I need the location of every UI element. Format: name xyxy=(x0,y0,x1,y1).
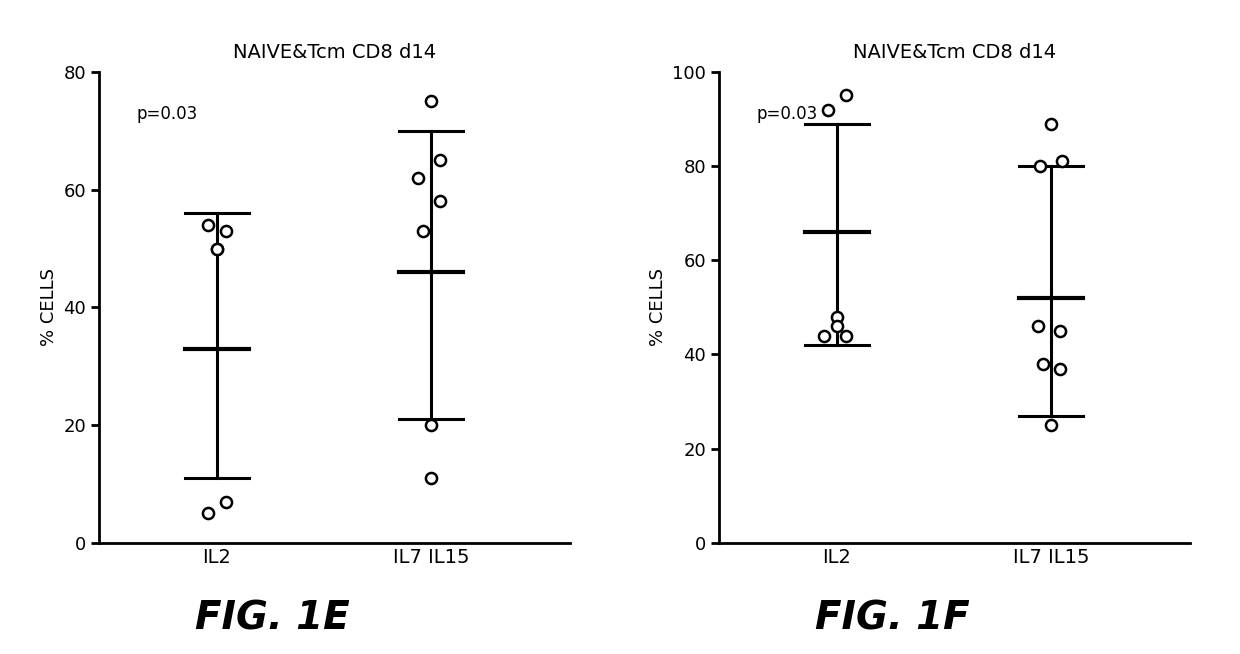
Y-axis label: % CELLS: % CELLS xyxy=(649,268,667,347)
Text: FIG. 1E: FIG. 1E xyxy=(196,599,350,637)
Text: p=0.03: p=0.03 xyxy=(756,105,818,123)
Title: NAIVE&Tcm CD8 d14: NAIVE&Tcm CD8 d14 xyxy=(233,43,436,62)
Text: p=0.03: p=0.03 xyxy=(136,105,198,123)
Y-axis label: % CELLS: % CELLS xyxy=(40,268,58,347)
Title: NAIVE&Tcm CD8 d14: NAIVE&Tcm CD8 d14 xyxy=(853,43,1056,62)
Text: FIG. 1F: FIG. 1F xyxy=(816,599,970,637)
